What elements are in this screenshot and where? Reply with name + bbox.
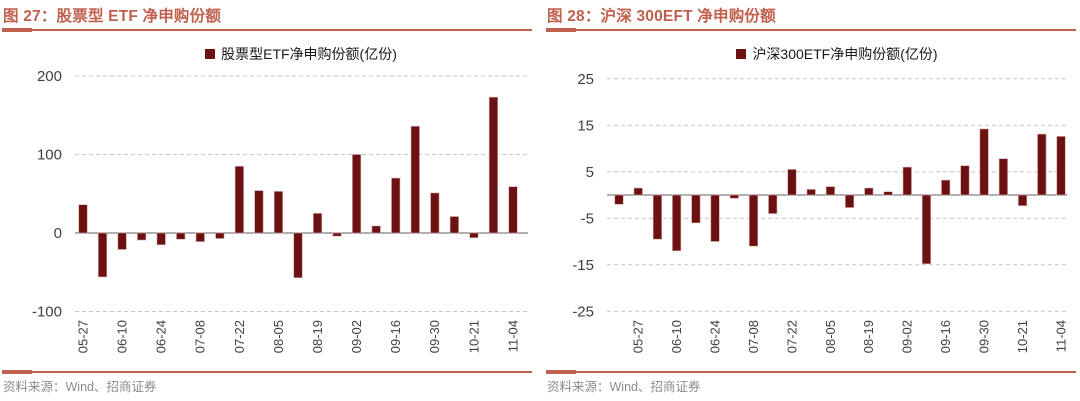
- title-rule-cap: [546, 28, 576, 32]
- y-axis-tick: -100: [32, 304, 62, 321]
- bar: [1018, 194, 1028, 206]
- bar: [215, 232, 225, 239]
- y-axis-tick: 100: [37, 147, 62, 164]
- y-axis-tick: 200: [37, 68, 62, 85]
- x-axis-tick: 08-05: [271, 320, 286, 353]
- source-rule-cap: [546, 370, 576, 374]
- bar: [845, 194, 855, 208]
- bar: [469, 232, 479, 239]
- figure-28-source-divider: [546, 370, 1076, 374]
- bar: [748, 194, 759, 247]
- bar: [825, 186, 835, 196]
- x-axis-tick: 07-22: [232, 320, 247, 353]
- bar: [78, 204, 88, 234]
- figure-27-panel: 图 27：股票型 ETF 净申购份额 200 100 0 -100 05-27 06-10…: [2, 8, 532, 394]
- source-rule-cap: [2, 370, 32, 374]
- x-axis-tick: 09-16: [938, 320, 953, 353]
- bar: [672, 194, 682, 252]
- x-axis-tick: 08-05: [823, 320, 838, 353]
- figure-28-chart: 25 15 5 -5 -15 -25 05-27 06-10 06-24 07-08 07-22 08…: [572, 71, 1068, 354]
- bar: [979, 128, 989, 196]
- x-axis-tick: 07-08: [193, 320, 208, 353]
- bar: [710, 194, 720, 242]
- x-axis-tick: 08-19: [861, 320, 876, 353]
- y-axis-tick: 5: [586, 164, 594, 181]
- x-axis-tick: 08-19: [310, 320, 325, 353]
- bar: [1056, 136, 1066, 196]
- x-axis-tick: 05-27: [631, 320, 646, 353]
- bar: [97, 232, 108, 278]
- bar: [117, 232, 127, 250]
- y-axis-tick: -5: [581, 210, 594, 227]
- figure-27-chart: 200 100 0 -100 05-27 06-10 06-24 07-08 07-22 08-0…: [32, 68, 528, 353]
- bar: [254, 190, 264, 234]
- x-axis-tick: 10-21: [466, 320, 481, 353]
- figure-27-title: 图 27：股票型 ETF 净申购份额: [3, 8, 222, 25]
- bar: [691, 194, 701, 224]
- figure-28-panel: 图 28：沪深 300EFT 净申购份额 25 15 5 -5 -15 -25 05-27 0…: [540, 0, 1080, 401]
- bar: [806, 189, 816, 196]
- bar: [312, 213, 323, 234]
- bar: [332, 232, 342, 237]
- bar: [998, 158, 1008, 196]
- bar: [883, 191, 893, 196]
- x-axis-tick: 07-08: [746, 320, 761, 353]
- figure-27-source-divider: [2, 370, 532, 374]
- bar: [156, 232, 166, 246]
- bar: [960, 165, 970, 196]
- x-axis-tick: 09-02: [349, 320, 364, 353]
- x-axis-tick: 06-10: [115, 320, 130, 353]
- bar: [1037, 133, 1047, 196]
- bar: [921, 194, 932, 265]
- x-axis-tick: 09-30: [427, 320, 442, 353]
- bar: [449, 216, 459, 234]
- bar: [633, 187, 643, 196]
- y-axis-tick: 25: [577, 71, 594, 88]
- figure-28-source-note: 资料来源：Wind、招商证券: [547, 380, 701, 394]
- bar: [391, 177, 401, 234]
- y-axis-tick: -15: [572, 257, 594, 274]
- bar: [371, 225, 381, 234]
- bar: [410, 125, 420, 234]
- bar: [508, 186, 518, 234]
- x-axis-tick: 09-02: [900, 320, 915, 353]
- figure-28-title: 图 28：沪深 300EFT 净申购份额: [547, 8, 776, 25]
- bar: [293, 232, 303, 279]
- x-axis-tick: 10-21: [1015, 320, 1030, 353]
- figure-28-title-underline: [546, 28, 1076, 32]
- y-axis-tick: -25: [572, 303, 594, 320]
- x-axis-tick: 06-24: [708, 320, 723, 353]
- bar: [352, 154, 362, 234]
- bar: [787, 169, 797, 196]
- bar: [902, 166, 912, 196]
- x-axis-tick: 09-30: [977, 320, 992, 353]
- bar: [614, 194, 624, 205]
- bar: [176, 232, 186, 240]
- figure-27-title-underline: [2, 28, 532, 32]
- bar: [273, 191, 284, 234]
- bar: [234, 165, 244, 234]
- y-axis-tick: 0: [54, 225, 62, 242]
- bar: [137, 232, 147, 241]
- x-axis-tick: 11-04: [1053, 320, 1068, 352]
- y-axis-tick: 15: [577, 117, 594, 134]
- bar: [729, 194, 739, 199]
- x-axis-tick: 09-16: [388, 320, 403, 353]
- x-axis-tick: 07-22: [784, 320, 799, 353]
- bar: [430, 192, 440, 234]
- x-axis-tick: 11-04: [505, 320, 520, 352]
- bar: [652, 194, 662, 240]
- x-axis-tick: 05-27: [75, 320, 90, 353]
- x-axis-tick: 06-10: [669, 320, 684, 353]
- bar: [768, 194, 778, 214]
- x-axis-tick: 06-24: [154, 320, 169, 353]
- title-rule-cap: [2, 28, 32, 32]
- bar: [864, 187, 874, 196]
- bar: [941, 179, 951, 196]
- bar: [488, 96, 499, 234]
- figure-27-source-note: 资料来源：Wind、招商证券: [3, 380, 157, 394]
- bar: [195, 232, 205, 242]
